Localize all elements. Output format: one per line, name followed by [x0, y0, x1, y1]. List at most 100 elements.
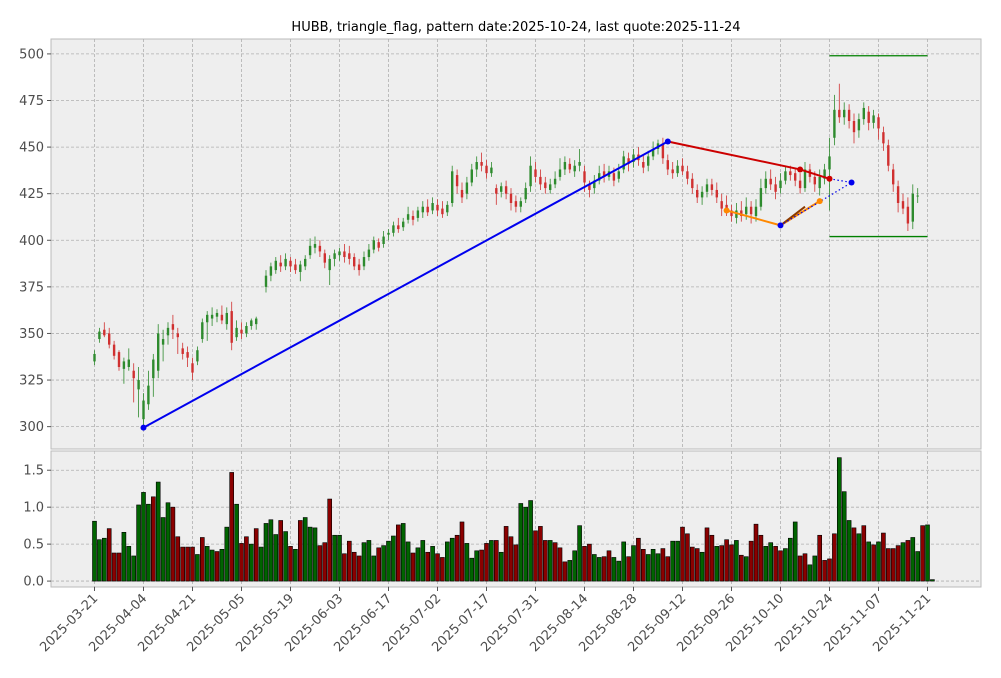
candle-body [774, 184, 777, 192]
volume-bar [195, 554, 200, 582]
volume-bar [346, 540, 352, 582]
candle-body [504, 186, 508, 194]
volume-bar [719, 545, 725, 582]
volume-bar [146, 503, 151, 582]
candle-body [377, 242, 380, 248]
volume-bar [856, 533, 862, 582]
volume-bar [846, 520, 852, 582]
volume-bar [729, 544, 734, 582]
volume-bar [209, 549, 215, 582]
candle-body [877, 117, 880, 129]
candle-body [465, 182, 469, 194]
volume-bar [200, 537, 205, 582]
candle-body [480, 162, 483, 166]
volume-bar [925, 524, 930, 582]
volume-bar [322, 542, 328, 582]
volume-bar [175, 536, 181, 582]
volume-bar [386, 540, 391, 582]
volume-bar [577, 525, 582, 582]
pattern-marker [816, 198, 823, 205]
volume-bar [253, 528, 259, 582]
candle-body [803, 169, 807, 189]
volume-bar [822, 560, 827, 582]
volume-bar [885, 548, 891, 582]
volume-bar [356, 555, 362, 582]
candle-body [867, 111, 870, 123]
volume-bar [503, 526, 509, 582]
candle-body [754, 206, 758, 217]
candle-body [181, 348, 184, 354]
volume-bar [474, 550, 480, 582]
candle-body [362, 257, 366, 267]
volume-bar [748, 540, 754, 582]
volume-bar [219, 549, 225, 582]
candle-body [524, 188, 527, 200]
candle-body [343, 251, 346, 258]
volume-bar [861, 525, 867, 582]
candle-body [872, 115, 875, 123]
volume-bar [890, 548, 896, 582]
volume-bar [783, 548, 788, 582]
volume-axis: 0.0 0.5 1.0 1.5 [23, 464, 51, 590]
candle-body [431, 203, 434, 211]
pattern-marker [664, 138, 671, 145]
candle-body [553, 178, 557, 185]
volume-bar [528, 500, 533, 582]
candle-body [353, 257, 356, 267]
volume-bar [293, 549, 298, 582]
volume-bar [817, 534, 823, 582]
volume-bar [557, 547, 563, 582]
volume-bar [596, 557, 602, 582]
candle-body [647, 156, 650, 166]
candle-body [588, 184, 591, 190]
volume-bar [792, 521, 798, 582]
candle-body [852, 121, 856, 133]
volume-bar [297, 520, 303, 582]
candle-body [485, 165, 488, 174]
volume-bar [827, 558, 832, 582]
pattern-marker [826, 175, 833, 182]
candle-body [593, 180, 596, 189]
pattern-marker [140, 424, 147, 431]
candle-body [122, 361, 126, 369]
volume-bar [562, 561, 568, 582]
volume-bar [685, 533, 690, 582]
candle-body [534, 169, 537, 177]
candle-body [568, 163, 571, 170]
candle-body [161, 339, 165, 345]
price-grid [51, 39, 981, 449]
candle-body [798, 180, 802, 189]
candle-body [681, 165, 684, 172]
price-tick-label: 475 [19, 94, 44, 109]
candle-body [206, 314, 209, 323]
volume-bar [185, 546, 190, 582]
volume-bar [841, 491, 847, 582]
candle-body [828, 156, 831, 170]
candle-body [196, 350, 199, 362]
price-panel [50, 38, 982, 450]
volume-bar [670, 540, 676, 582]
candle-body [617, 171, 620, 179]
volume-bar [493, 540, 499, 582]
price-tick-label: 350 [19, 327, 44, 342]
candle-body [882, 132, 885, 144]
volume-bar [244, 536, 249, 582]
candle-body [901, 201, 905, 209]
candle-body [299, 264, 302, 272]
candle-body [108, 333, 111, 345]
volume-bar [332, 534, 337, 582]
price-tick-label: 425 [19, 187, 44, 202]
volume-bar [484, 543, 489, 582]
volume-bar [444, 541, 450, 582]
candle-body [514, 201, 518, 207]
candle-body [666, 160, 669, 170]
candle-body [887, 145, 890, 166]
candle-body [348, 253, 351, 259]
volume-bar [920, 525, 925, 582]
volume-bar [111, 552, 117, 582]
candle-body [710, 184, 714, 190]
volume-bar [518, 503, 524, 582]
volume-bar [709, 534, 715, 582]
volume-bar [606, 550, 612, 582]
volume-bar [224, 526, 230, 582]
